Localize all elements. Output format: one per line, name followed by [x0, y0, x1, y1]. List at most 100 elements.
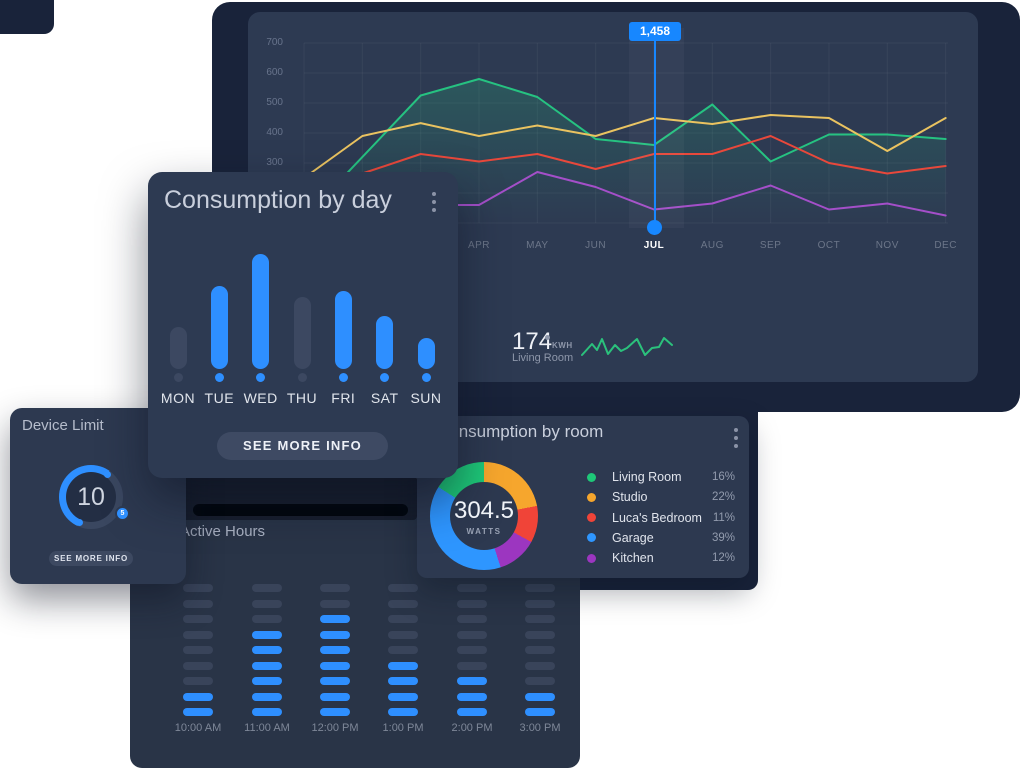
day-bar-thu[interactable]	[293, 297, 311, 369]
active-hours-title: Active Hours	[180, 523, 266, 540]
hour-segment	[252, 708, 282, 716]
hour-segment	[388, 615, 418, 623]
hour-segment	[252, 661, 282, 670]
legend-row-kitchen[interactable]: Kitchen 12%	[587, 548, 735, 568]
month-label-sep[interactable]: SEP	[759, 240, 782, 251]
stat-unit: KWH	[552, 341, 573, 350]
hour-segment	[183, 584, 213, 592]
hour-segment	[183, 677, 213, 685]
day-dot-wed	[256, 373, 266, 382]
hour-segment	[388, 677, 418, 685]
hour-segment	[457, 584, 487, 592]
hour-segment	[252, 646, 282, 654]
day-bar-sat[interactable]	[376, 316, 394, 369]
day-dot-sun	[421, 373, 431, 382]
day-bar-mon[interactable]	[169, 327, 187, 369]
hour-segment	[252, 584, 282, 592]
chart-tooltip: 1,458	[629, 22, 681, 41]
legend-percent: 22%	[711, 491, 735, 504]
device-limit-gauge	[59, 465, 123, 529]
legend-label: Kitchen	[612, 551, 654, 566]
time-label: 3:00 PM	[519, 722, 561, 734]
hour-segment	[525, 708, 555, 716]
time-label: 11:00 AM	[244, 722, 290, 734]
day-label-mon: MON	[160, 390, 196, 406]
consumption-by-day-card: Consumption by day MON TUE WED THU FRI SAT SUN…	[148, 172, 458, 478]
header-strip-bar	[193, 504, 408, 516]
hour-segment	[457, 646, 487, 654]
month-label-nov[interactable]: NOV	[875, 240, 899, 251]
device-see-more-button[interactable]: SEE MORE INFO	[49, 551, 133, 566]
legend-percent: 39%	[711, 531, 735, 544]
series-line-green	[303, 78, 947, 220]
hour-segment	[457, 615, 487, 623]
y-axis-label: 400	[266, 127, 283, 138]
consumption-by-room-card: Consumption by room 304.5 WATTS Living R…	[417, 416, 749, 578]
day-see-more-button[interactable]: SEE MORE INFO	[217, 432, 388, 460]
hour-segment	[320, 630, 350, 639]
stat-label: Living Room	[512, 352, 574, 364]
day-card-title: Consumption by day	[164, 186, 392, 214]
legend-dot-icon	[587, 472, 596, 482]
stat-value: 174	[512, 328, 553, 355]
day-label-wed: WED	[243, 390, 278, 406]
hour-segment	[525, 584, 555, 592]
legend-dot-icon	[587, 513, 596, 523]
day-bar-tue[interactable]	[210, 286, 228, 369]
legend-dot-icon	[587, 492, 596, 502]
month-label-jun[interactable]: JUN	[585, 240, 607, 251]
tooltip-pointer-line	[654, 41, 656, 222]
hour-segment	[457, 708, 487, 716]
day-bar-wed[interactable]	[252, 254, 270, 369]
month-label-oct[interactable]: OCT	[817, 240, 841, 251]
device-count-badge: 5	[115, 506, 130, 521]
hour-segment	[252, 692, 282, 701]
stat-unit-dot	[545, 335, 550, 340]
day-dot-fri	[338, 373, 348, 382]
day-bar-fri[interactable]	[334, 291, 352, 369]
hour-segment	[320, 646, 350, 654]
series-line-yellow	[303, 114, 947, 179]
legend-percent: 12%	[711, 552, 735, 565]
legend-row-studio[interactable]: Studio 22%	[587, 487, 735, 507]
day-bar-sun[interactable]	[417, 338, 435, 369]
donut-center: 304.5 WATTS	[430, 462, 538, 570]
kebab-menu-icon[interactable]	[734, 428, 738, 448]
y-axis-label: 600	[266, 67, 283, 78]
legend-row-living-room[interactable]: Living Room 16%	[587, 467, 735, 487]
hour-segment	[320, 661, 350, 670]
hour-segment	[320, 677, 350, 685]
legend-label: Garage	[612, 530, 654, 545]
day-dot-mon	[173, 373, 183, 382]
hour-segment	[183, 599, 213, 608]
hour-segment	[183, 692, 213, 701]
hour-segment	[252, 630, 282, 639]
y-axis-label: 500	[266, 97, 283, 108]
tooltip-point-marker[interactable]	[647, 220, 662, 235]
month-label-may[interactable]: MAY	[526, 240, 549, 251]
y-axis-label: 300	[266, 157, 283, 168]
month-label-apr[interactable]: APR	[467, 240, 491, 251]
living-room-sparkline	[581, 337, 673, 356]
hour-segment	[457, 677, 487, 685]
hour-segment	[525, 692, 555, 701]
hour-segment	[388, 661, 418, 670]
month-label-dec[interactable]: DEC	[934, 240, 957, 251]
hour-segment	[320, 584, 350, 592]
hour-segment	[252, 599, 282, 608]
month-label-jul[interactable]: JUL	[643, 240, 665, 251]
kebab-menu-icon[interactable]	[432, 192, 436, 212]
hour-segment	[457, 692, 487, 701]
day-dot-thu	[297, 373, 307, 382]
hour-segment	[320, 615, 350, 623]
hour-segment	[525, 661, 555, 670]
legend-row-garage[interactable]: Garage 39%	[587, 528, 735, 548]
hour-segment	[388, 708, 418, 716]
hour-segment	[320, 692, 350, 701]
donut-total-watts: 304.5	[453, 496, 515, 524]
time-label: 1:00 PM	[382, 722, 424, 734]
hour-segment	[388, 646, 418, 654]
time-label: 10:00 AM	[174, 722, 222, 734]
month-label-aug[interactable]: AUG	[700, 240, 724, 251]
legend-row-luca-s-bedroom[interactable]: Luca's Bedroom 11%	[587, 508, 735, 528]
